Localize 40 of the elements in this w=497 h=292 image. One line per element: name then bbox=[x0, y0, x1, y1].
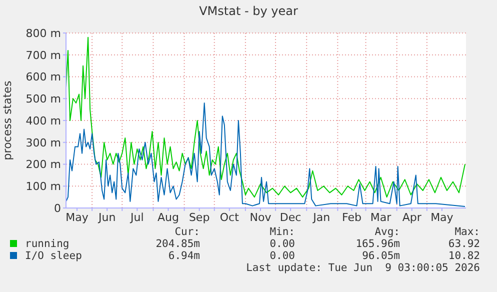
x-tick-label: Dec bbox=[280, 210, 302, 224]
text: 96.05m bbox=[361, 250, 400, 262]
x-tick-label: Jan bbox=[312, 210, 330, 224]
text: Min: bbox=[268, 226, 295, 238]
x-tick-label: May bbox=[430, 210, 454, 224]
text: Last update: Tue Jun 9 03:00:05 2026 bbox=[245, 262, 480, 274]
chart-title: VMstat - by year bbox=[198, 4, 299, 18]
y-tick-label: 800 m bbox=[26, 26, 61, 40]
line-series bbox=[66, 36, 466, 198]
text: 0.00 bbox=[268, 250, 295, 262]
text: 204.85m bbox=[154, 238, 200, 250]
x-tick-label: Feb bbox=[342, 210, 362, 224]
x-tick-label: Jun bbox=[98, 210, 116, 224]
text: 165.96m bbox=[354, 238, 400, 250]
x-tick-label: Apr bbox=[402, 210, 422, 224]
y-tick-label: 500 m bbox=[26, 92, 61, 106]
y-tick-label: 700 m bbox=[26, 48, 61, 62]
y-tick-label: 200 m bbox=[26, 158, 61, 172]
text: 63.92 bbox=[447, 238, 480, 250]
x-tick-label: Oct bbox=[220, 210, 240, 224]
legend-label: I/O sleep bbox=[24, 250, 83, 262]
text: Cur: bbox=[174, 226, 200, 238]
x-tick-label: May bbox=[66, 210, 89, 224]
text: Max: bbox=[454, 226, 480, 238]
y-tick-label: 0 bbox=[54, 202, 61, 215]
legend-label: running bbox=[24, 238, 70, 250]
text: Avg: bbox=[374, 226, 400, 238]
x-tick-label: Aug bbox=[158, 210, 179, 224]
x-tick-label: Sep bbox=[188, 210, 210, 224]
y-tick-label: 600 m bbox=[26, 70, 61, 84]
x-tick-label: Mar bbox=[370, 210, 392, 224]
y-tick-label: 300 m bbox=[26, 136, 61, 150]
x-tick-label: Nov bbox=[250, 210, 272, 224]
text: 6.94m bbox=[167, 250, 200, 262]
text: 0.00 bbox=[268, 238, 295, 250]
y-tick-label: 100 m bbox=[26, 180, 61, 194]
x-tick-label: Jul bbox=[130, 210, 144, 224]
text: 10.82 bbox=[447, 250, 480, 262]
y-tick-label: 400 m bbox=[26, 114, 61, 128]
y-axis-title: process states bbox=[2, 80, 14, 160]
